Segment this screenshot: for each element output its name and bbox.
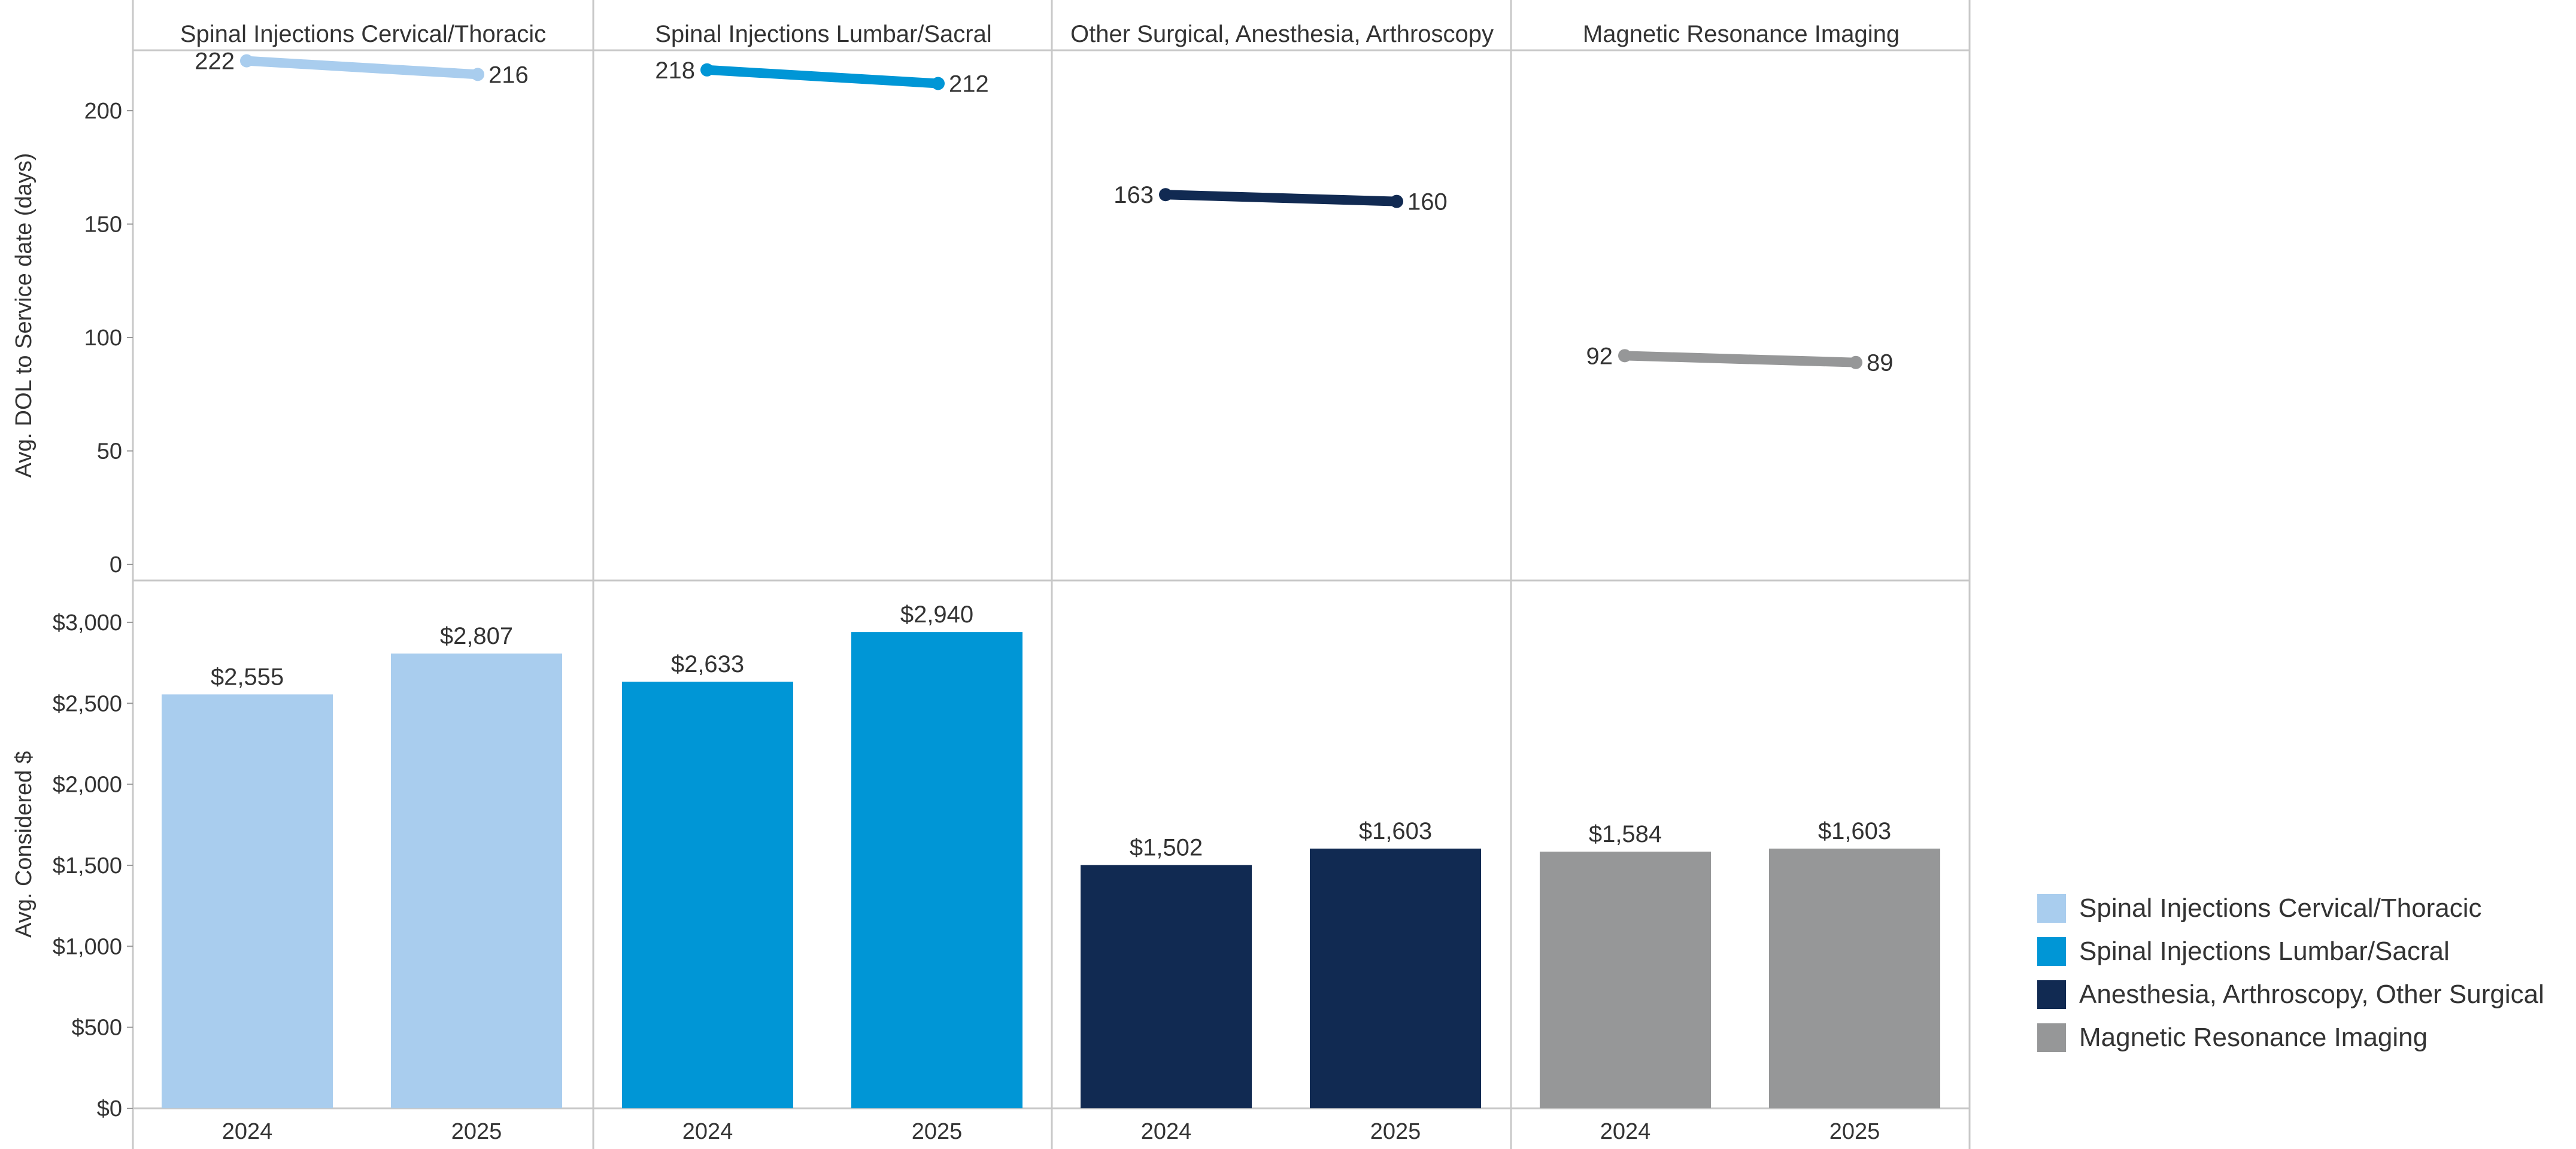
bar-3-2024 [1540,852,1711,1108]
bottom-tick-label-3: $1,500 [53,853,122,879]
bottom-tick-label-6: $3,000 [53,610,122,636]
line-point-1-2024 [700,63,714,77]
bar-2-2024 [1081,865,1252,1108]
panel-titles: Spinal Injections Cervical/Thoracic Spina… [180,21,1900,47]
line-series-2 [1161,190,1401,206]
line-series-1 [702,65,943,89]
bar-label-2-2024: $1,502 [1130,834,1203,861]
bar-1-2024 [622,682,793,1108]
top-tick-label-4: 200 [84,99,122,124]
top-tick-label-2: 100 [84,326,122,351]
legend: Spinal Injections Cervical/Thoracic Spina… [2037,893,2544,1052]
legend-label-3: Magnetic Resonance Imaging [2079,1023,2428,1052]
x-tick-label-3-2025: 2025 [1829,1119,1880,1144]
line-series-0 [242,56,483,80]
legend-swatch-0 [2037,894,2066,923]
line-label-3-2025: 89 [1867,350,1894,376]
top-tick-label-3: 150 [84,212,122,238]
x-tick-label-0-2025: 2025 [451,1119,502,1144]
bar-label-1-2024: $2,633 [671,651,744,677]
legend-swatch-1 [2037,937,2066,966]
panel-title-0: Spinal Injections Cervical/Thoracic [180,21,546,47]
bar-label-3-2024: $1,584 [1589,821,1662,847]
y-axes: 0 50 100 150 200 $0 $500 $1,000 $1,500 $2,000 $2,5… [11,99,133,1121]
line-point-3-2025 [1849,355,1862,369]
line-point-2-2024 [1159,188,1172,202]
bar-label-3-2025: $1,603 [1818,818,1891,844]
panel-title-2: Other Surgical, Anesthesia, Arthroscopy [1070,21,1494,47]
line-point-1-2025 [932,77,945,90]
bar-2-2025 [1310,849,1481,1108]
bar-label-2-2025: $1,603 [1359,818,1432,844]
line-point-0-2025 [471,68,484,81]
x-tick-label-3-2024: 2024 [1600,1119,1651,1144]
bottom-tick-label-1: $500 [71,1016,122,1041]
bottom-tick-label-5: $2,500 [53,691,122,716]
legend-label-0: Spinal Injections Cervical/Thoracic [2079,893,2482,923]
x-tick-label-0-2024: 2024 [222,1119,273,1144]
x-tick-label-2-2024: 2024 [1141,1119,1192,1144]
line-label-1-2025: 212 [949,71,989,98]
legend-swatch-3 [2037,1023,2066,1052]
bar-3-2025 [1769,849,1940,1108]
x-tick-label-1-2024: 2024 [682,1119,733,1144]
bar-1-2025 [851,632,1022,1108]
line-label-0-2024: 222 [195,48,235,75]
legend-label-1: Spinal Injections Lumbar/Sacral [2079,937,2450,966]
panel-title-1: Spinal Injections Lumbar/Sacral [655,21,992,47]
line-label-0-2025: 216 [489,62,529,88]
line-series: 222 216 218 212 163 160 92 89 [195,48,1893,376]
bottom-tick-label-0: $0 [97,1096,122,1121]
bar-series: $2,555 $2,807 $2,633 $2,940 $1,502 $1,603 $1,5… [162,601,1940,1108]
legend-swatch-2 [2037,980,2066,1009]
bar-label-0-2025: $2,807 [440,623,513,649]
top-y-axis-title: Avg. DOL to Service date (days) [11,153,37,478]
bar-0-2024 [162,694,333,1108]
line-series-3 [1620,351,1861,367]
x-tick-label-1-2025: 2025 [912,1119,963,1144]
x-tick-label-2-2025: 2025 [1370,1119,1421,1144]
legend-label-2: Anesthesia, Arthroscopy, Other Surgical [2079,980,2544,1009]
bar-0-2025 [391,653,562,1108]
bar-label-0-2024: $2,555 [211,664,284,690]
top-tick-label-1: 50 [97,439,122,464]
line-point-2-2025 [1390,194,1403,208]
panel-title-3: Magnetic Resonance Imaging [1583,21,1900,47]
top-tick-label-0: 0 [110,552,122,577]
line-label-2-2025: 160 [1407,189,1448,215]
x-axis: 2024 2025 2024 2025 2024 2025 2024 2025 [222,1119,1880,1144]
line-label-3-2024: 92 [1586,343,1613,369]
bottom-tick-label-2: $1,000 [53,934,122,959]
line-point-0-2024 [240,54,253,68]
bar-label-1-2025: $2,940 [900,601,973,628]
bottom-tick-label-4: $2,000 [53,773,122,798]
line-label-1-2024: 218 [655,57,695,84]
bottom-y-axis-title: Avg. Considered $ [11,751,37,938]
line-label-2-2024: 163 [1113,182,1154,208]
line-point-3-2024 [1618,349,1631,363]
